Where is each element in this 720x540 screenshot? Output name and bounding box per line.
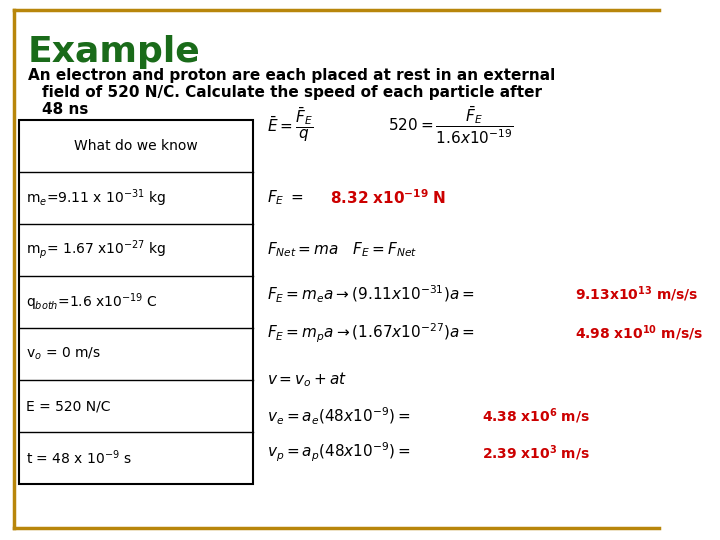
Text: q$_{both}$=1.6 x10$^{-19}$ C: q$_{both}$=1.6 x10$^{-19}$ C <box>26 291 158 313</box>
Text: $v=v_o+at$: $v=v_o+at$ <box>266 370 347 389</box>
Text: field of 520 N/C. Calculate the speed of each particle after: field of 520 N/C. Calculate the speed of… <box>42 85 542 100</box>
Text: Example: Example <box>28 35 201 69</box>
Text: $v_e=a_e(48x10^{-9})=$: $v_e=a_e(48x10^{-9})=$ <box>266 406 410 427</box>
Text: m$_e$=9.11 x 10$^{-31}$ kg: m$_e$=9.11 x 10$^{-31}$ kg <box>26 187 166 209</box>
Text: $\mathbf{8.32\ x10^{-19}\ N}$: $\mathbf{8.32\ x10^{-19}\ N}$ <box>330 188 446 207</box>
Text: $F_E\ =$: $F_E\ =$ <box>266 188 304 207</box>
Text: $F_E=m_ea\rightarrow(9.11x10^{-31})a=$: $F_E=m_ea\rightarrow(9.11x10^{-31})a=$ <box>266 284 474 305</box>
Text: $v_p=a_p(48x10^{-9})=$: $v_p=a_p(48x10^{-9})=$ <box>266 441 410 464</box>
Text: What do we know: What do we know <box>73 139 197 153</box>
Text: $\mathbf{9.13x10^{13}\ m/s/s}$: $\mathbf{9.13x10^{13}\ m/s/s}$ <box>575 285 698 304</box>
Text: m$_p$= 1.67 x10$^{-27}$ kg: m$_p$= 1.67 x10$^{-27}$ kg <box>26 239 166 261</box>
Text: An electron and proton are each placed at rest in an external: An electron and proton are each placed a… <box>28 68 555 83</box>
Text: $F_{Net}=ma\quad F_E=F_{Net}$: $F_{Net}=ma\quad F_E=F_{Net}$ <box>266 241 417 259</box>
Text: 48 ns: 48 ns <box>42 102 89 117</box>
Text: E = 520 N/C: E = 520 N/C <box>26 399 111 413</box>
Text: $F_E=m_pa\rightarrow(1.67x10^{-27})a=$: $F_E=m_pa\rightarrow(1.67x10^{-27})a=$ <box>266 321 474 345</box>
Text: $520=\dfrac{\bar{F}_{E}}{1.6x10^{-19}}$: $520=\dfrac{\bar{F}_{E}}{1.6x10^{-19}}$ <box>388 104 514 146</box>
Text: $\mathbf{2.39\ x10^{3}\ m/s}$: $\mathbf{2.39\ x10^{3}\ m/s}$ <box>482 443 590 463</box>
Text: $\bar{E}=\dfrac{\bar{F}_{E}}{q}$: $\bar{E}=\dfrac{\bar{F}_{E}}{q}$ <box>266 106 313 144</box>
Text: $\mathbf{4.38\ x10^{6}\ m/s}$: $\mathbf{4.38\ x10^{6}\ m/s}$ <box>482 407 590 426</box>
Text: t = 48 x 10$^{-9}$ s: t = 48 x 10$^{-9}$ s <box>26 449 132 467</box>
Text: $\mathbf{4.98\ x10^{10}\ m/s/s}$: $\mathbf{4.98\ x10^{10}\ m/s/s}$ <box>575 323 703 343</box>
Text: v$_o$ = 0 m/s: v$_o$ = 0 m/s <box>26 346 102 362</box>
Bar <box>19 120 253 484</box>
